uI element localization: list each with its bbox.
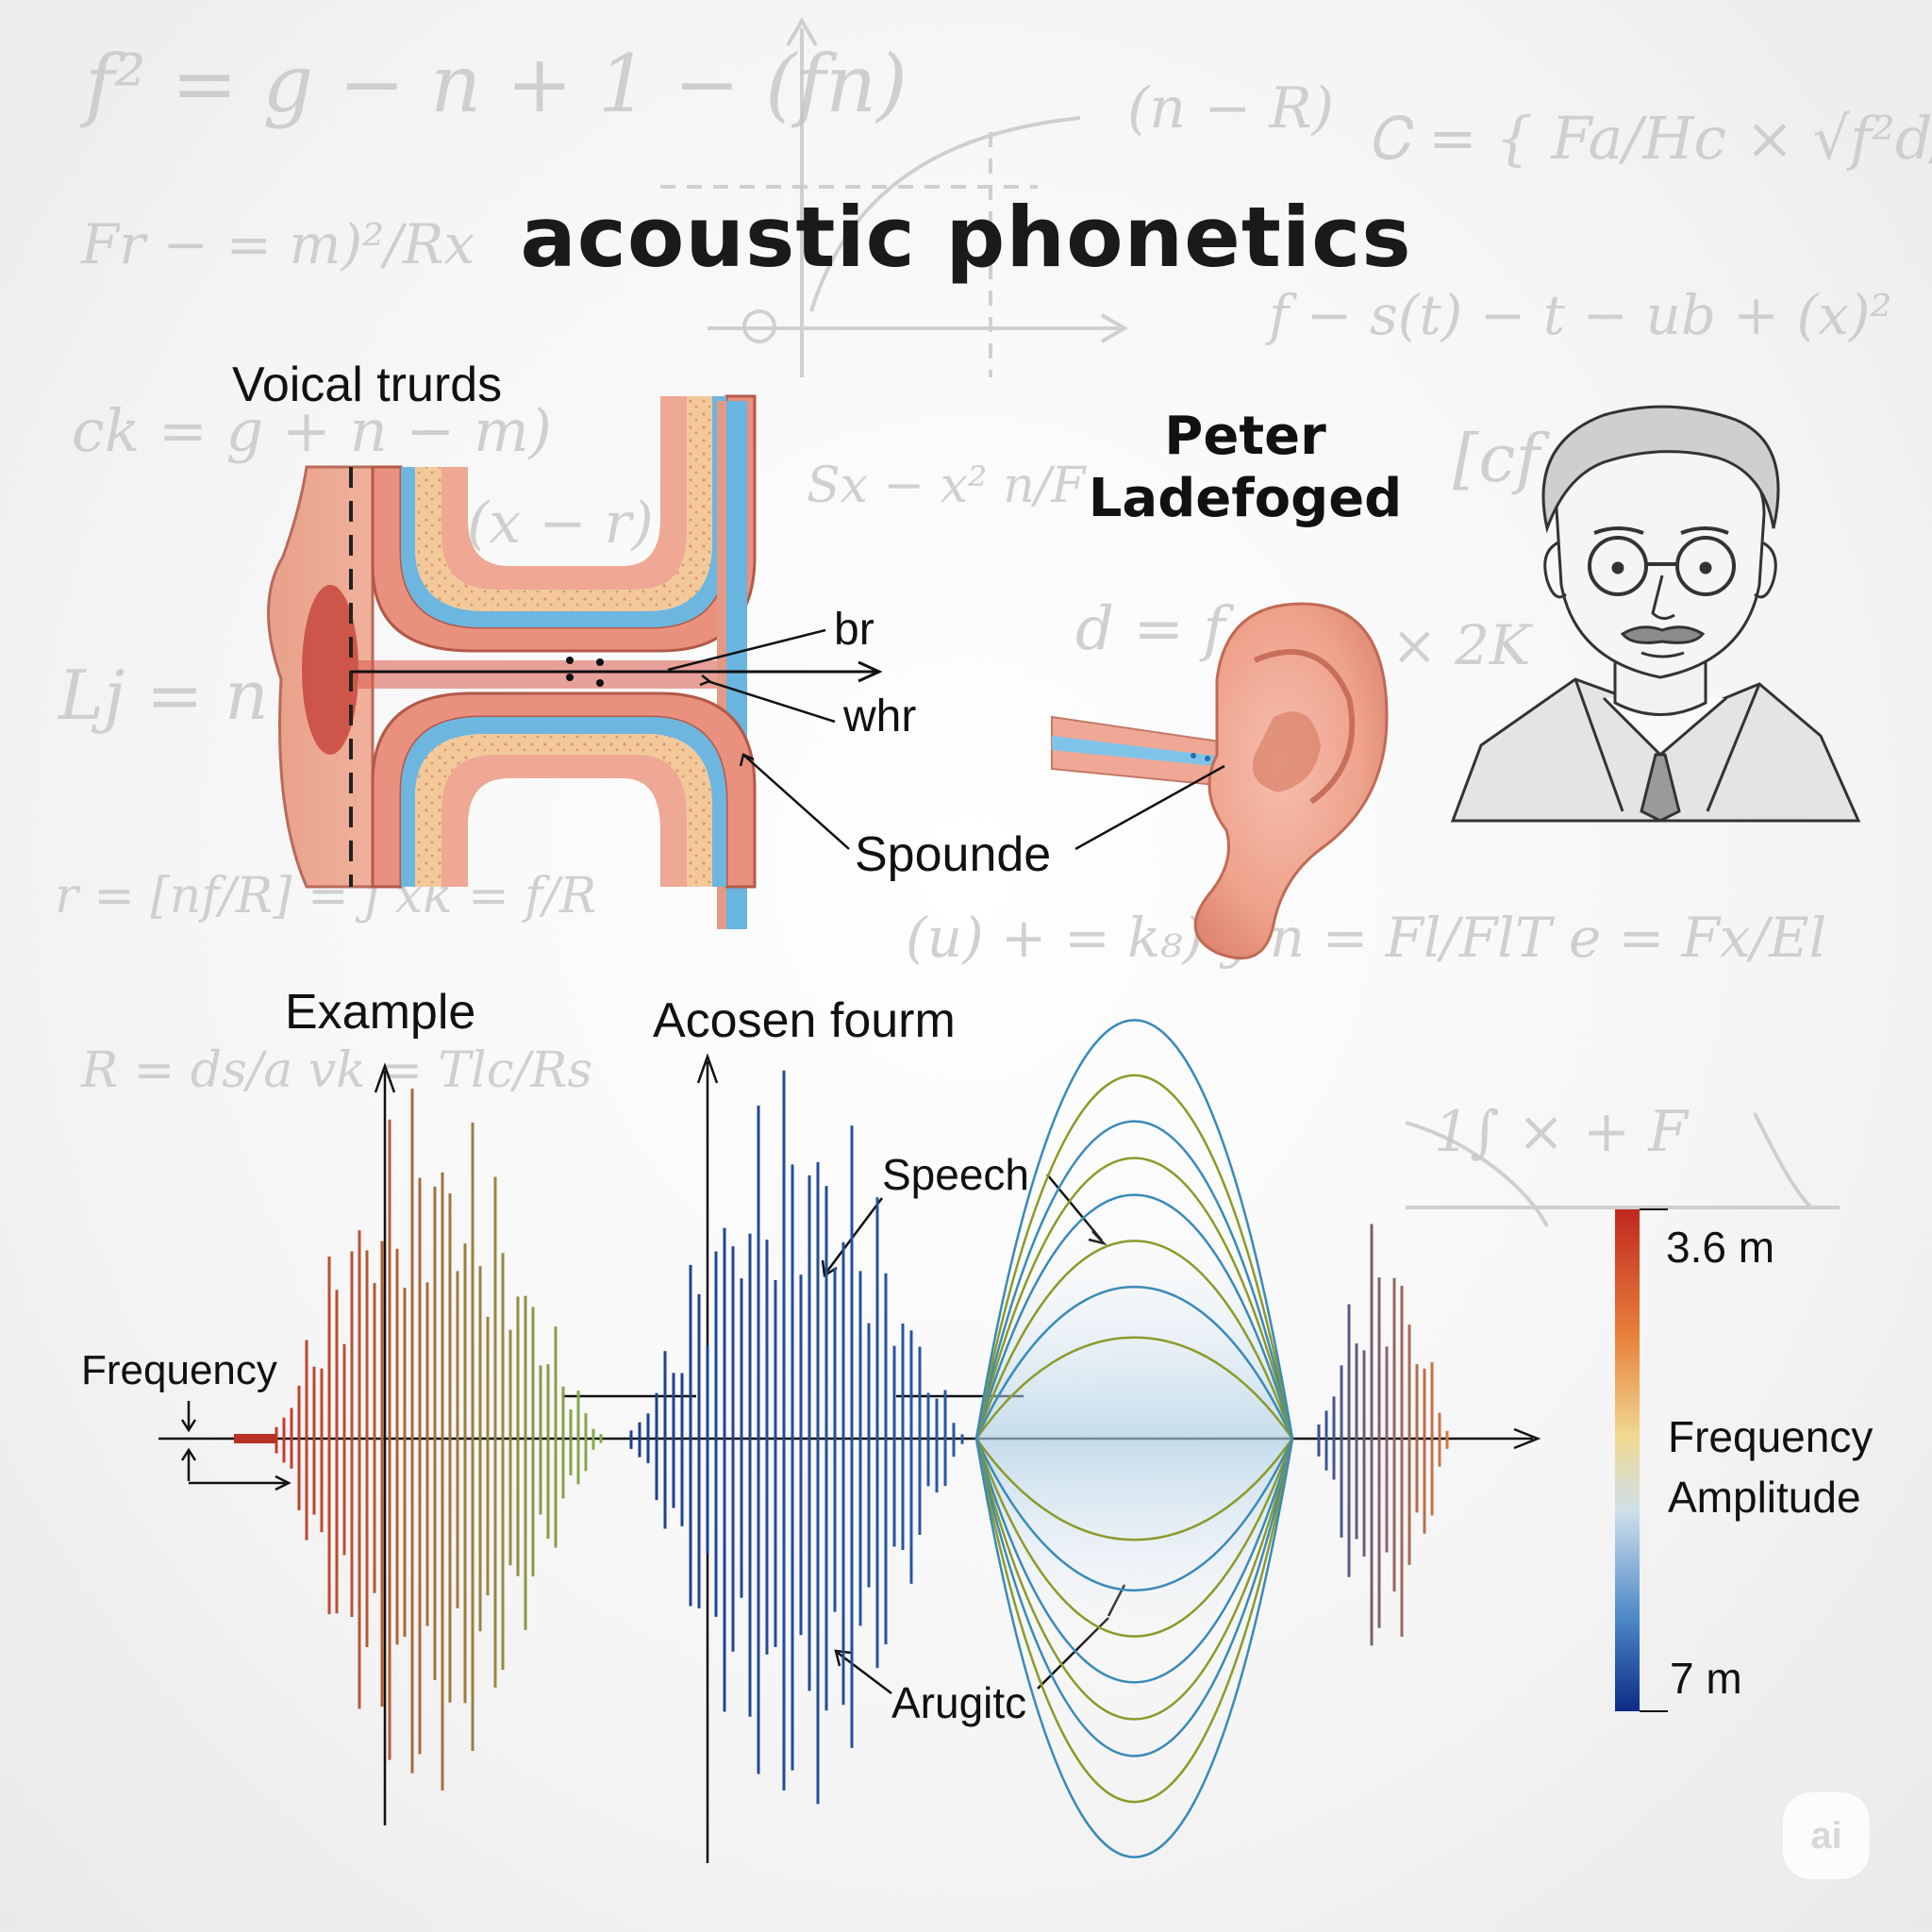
envelope-curve [974, 1438, 1294, 1721]
envelope-curve [974, 1438, 1294, 1541]
bg-formula: (u) + = k₈) y n = Fl/FlT e = Fx/El [906, 906, 1827, 970]
bg-formula: d = f [1075, 594, 1225, 664]
bg-formula: Fr − = m)²/Rx [81, 212, 475, 276]
envelope-curve [974, 1438, 1294, 1804]
bg-formula: Lj = n [58, 656, 269, 735]
label-frequency: Frequency [81, 1347, 277, 1393]
label-example: Example [285, 985, 476, 1040]
bg-formula: f² = g − n + 1 − (fn) [85, 38, 908, 130]
callout-spounde: Spounde [855, 827, 1052, 882]
envelope-curve [974, 1336, 1294, 1440]
envelope-curve [974, 1438, 1294, 1638]
envelope-curve [974, 1438, 1294, 1757]
envelope-curve [974, 1120, 1294, 1440]
person-last-name: Ladefoged [1088, 468, 1403, 529]
envelope-curve [974, 1157, 1294, 1440]
bg-formula: Sx − x² n/F [807, 458, 1086, 514]
envelope-curve [974, 1074, 1294, 1440]
person-name: Peter Ladefoged [1047, 406, 1443, 530]
bg-formula: R = ds/a vk = Tlc/Rs [81, 1042, 593, 1099]
bg-formula: × 2K [1391, 613, 1531, 677]
bg-formula: (n − R) [1127, 75, 1335, 142]
colorbar-mid-label-frequency: Frequency [1668, 1412, 1874, 1461]
envelope-curve [974, 1240, 1294, 1440]
colorbar-top-label: 3.6 m [1666, 1223, 1775, 1272]
callout-br: br [834, 605, 874, 655]
envelope-curve [974, 1193, 1294, 1440]
colorbar-mid-label-amplitude: Amplitude [1668, 1473, 1861, 1522]
label-acosen-fourm: Acosen fourm [653, 993, 956, 1048]
waveform-lead-in [234, 1434, 276, 1443]
colorbar-gradient [1615, 1209, 1640, 1711]
label-speech: Speech [882, 1150, 1030, 1199]
ai-badge: ai [1783, 1792, 1870, 1879]
bg-formula: ck = g + n − m) [72, 396, 552, 465]
bg-formula: [cf [1453, 420, 1541, 497]
envelope-curve [974, 1019, 1294, 1440]
colorbar-bottom-label: 7 m [1670, 1654, 1742, 1703]
bg-formula: Ꮯ = { Fa/Hc × √f²d/F(t) } [1368, 104, 1932, 173]
vocal-heading: Voical trurds [232, 358, 503, 412]
page-title: acoustic phonetics [520, 189, 1412, 286]
bg-formula: f − s(t) − t − ub + (x)² [1269, 283, 1892, 347]
label-arugitc: Arugitc [891, 1678, 1027, 1727]
envelope-curve [974, 1438, 1294, 1858]
envelope-curve [974, 1286, 1294, 1440]
envelope-curve [974, 1438, 1294, 1591]
person-first-name: Peter [1164, 406, 1326, 467]
callout-whr: whr [843, 691, 917, 741]
envelope-curve [974, 1438, 1294, 1684]
